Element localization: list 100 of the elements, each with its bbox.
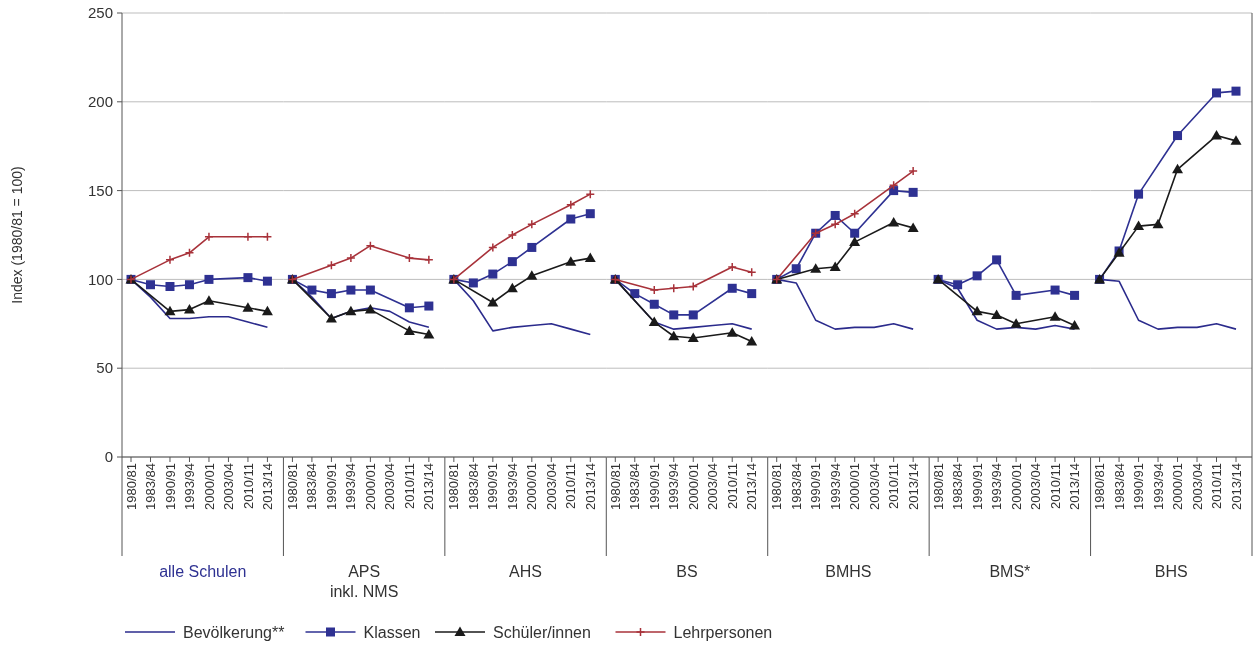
x-tick-label: 2010/11: [724, 463, 740, 510]
point: [565, 256, 577, 266]
point: [346, 285, 356, 295]
point: [908, 187, 918, 197]
point: [971, 305, 983, 316]
point: [165, 255, 175, 265]
x-tick-label: 1980/81: [1092, 463, 1108, 510]
x-tick-label: 2013/14: [744, 463, 760, 510]
legend-label: Bevölkerung**: [183, 623, 285, 641]
point: [688, 281, 698, 292]
point: [262, 232, 273, 242]
point: [566, 200, 576, 210]
x-tick-label: 1993/94: [827, 463, 843, 510]
point: [1231, 86, 1241, 96]
x-tick-label: 2013/14: [1228, 463, 1244, 510]
x-tick-label: 2003/04: [1028, 463, 1044, 510]
point: [1010, 318, 1022, 328]
x-tick-label: 2003/04: [866, 463, 882, 510]
y-tick-label: 150: [87, 181, 113, 199]
x-tick-label: 2010/11: [240, 463, 256, 510]
y-tick-label: 0: [104, 448, 113, 466]
point: [204, 232, 214, 242]
point: [145, 280, 155, 290]
point: [404, 303, 414, 313]
x-tick-label: 1993/94: [343, 463, 359, 510]
x-tick-label: 2000/01: [847, 463, 863, 510]
point: [507, 230, 518, 240]
x-tick-label: 1990/91: [646, 463, 662, 510]
x-tick-label: 1993/94: [989, 463, 1005, 510]
x-axis-title: BMHS: [825, 563, 872, 580]
point: [1230, 135, 1242, 145]
point: [566, 214, 576, 224]
point: [726, 327, 738, 337]
x-tick-label: 2010/11: [1047, 463, 1063, 510]
point: [507, 257, 517, 267]
point: [668, 330, 680, 341]
point: [849, 236, 861, 247]
x-tick-label: 1993/94: [504, 463, 520, 510]
x-tick-label: 1990/91: [808, 463, 824, 510]
x-tick-label: 1983/84: [143, 463, 159, 510]
point: [746, 336, 758, 346]
point: [325, 312, 337, 323]
point: [165, 282, 175, 291]
point: [527, 242, 537, 252]
point: [1173, 131, 1183, 141]
point: [1070, 290, 1080, 300]
point: [830, 219, 840, 230]
point: [669, 310, 679, 320]
x-tick-label: 2003/04: [221, 463, 236, 510]
point: [747, 289, 757, 299]
x-axis-title: APS inkl. NMS: [329, 563, 399, 600]
point: [242, 302, 254, 312]
x-axis-title: AHS: [509, 563, 543, 580]
point: [204, 274, 214, 284]
x-tick-label: 1980/81: [284, 463, 300, 510]
x-tick-label: 1983/84: [304, 463, 320, 510]
point: [345, 305, 357, 316]
x-tick-label: 1990/91: [969, 463, 985, 510]
point: [1069, 320, 1081, 330]
point: [164, 305, 176, 316]
x-tick-label: 2003/04: [1189, 463, 1205, 510]
point: [506, 282, 518, 293]
point: [630, 289, 640, 299]
point: [972, 271, 982, 281]
x-axis-title: BMS*: [989, 563, 1031, 580]
point: [907, 222, 919, 232]
point: [992, 255, 1002, 265]
x-tick-label: 2000/01: [362, 463, 378, 510]
point: [261, 305, 273, 316]
point: [424, 301, 434, 311]
x-tick-label: 2010/11: [1209, 463, 1225, 510]
point: [649, 299, 659, 309]
y-tick-label: 100: [87, 270, 113, 288]
legend-label: Schüler/innen: [493, 623, 591, 641]
legend-label: Lehrpersonen: [673, 623, 773, 641]
point: [346, 253, 356, 263]
point: [1050, 285, 1060, 295]
x-axis-title: BS: [676, 563, 698, 580]
x-tick-label: 1993/94: [182, 463, 198, 510]
point: [183, 304, 195, 314]
x-tick-label: 2010/11: [886, 463, 902, 510]
x-tick-label: 1993/94: [666, 463, 682, 510]
point: [526, 270, 538, 280]
point: [850, 228, 860, 238]
point: [403, 325, 415, 335]
x-tick-label: 2003/04: [705, 463, 721, 510]
point: [791, 264, 801, 274]
x-tick-label: 1993/94: [1150, 463, 1166, 510]
point: [908, 166, 918, 176]
point: [423, 328, 435, 339]
x-tick-label: 1983/84: [788, 463, 804, 510]
x-tick-label: 1990/91: [1131, 463, 1147, 510]
x-tick-label: 2003/04: [543, 463, 559, 510]
point: [404, 253, 415, 263]
point: [669, 283, 679, 294]
x-tick-label: 1990/91: [323, 463, 339, 510]
x-tick-label: 2010/11: [563, 463, 579, 510]
legend-label: Klassen: [363, 623, 421, 641]
x-tick-label: 2000/01: [201, 463, 217, 510]
point: [829, 261, 841, 271]
